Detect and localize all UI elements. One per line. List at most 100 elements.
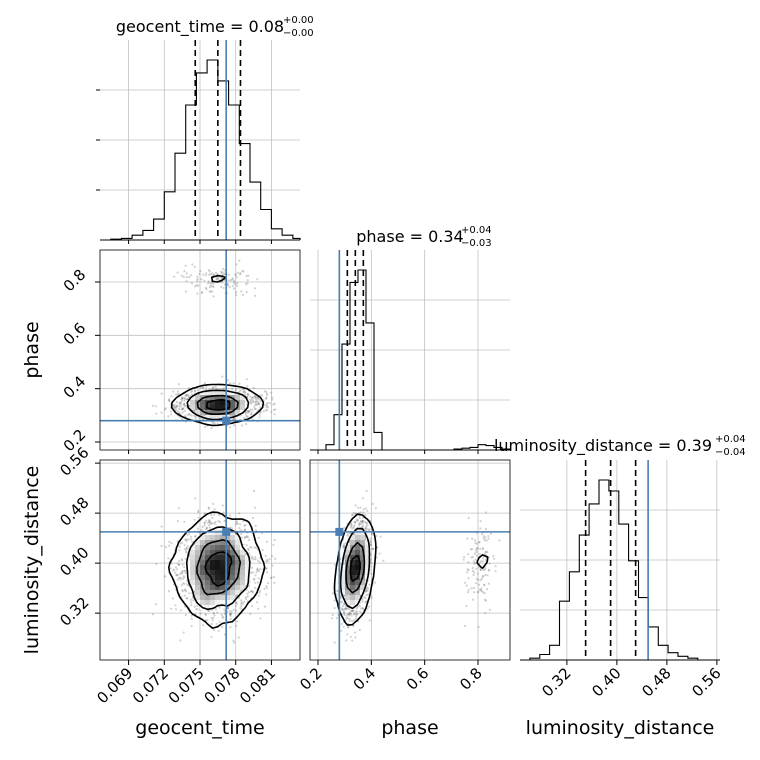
density-cell [210,560,215,565]
sample-point [155,562,158,565]
density-cell [195,580,200,585]
sample-point [189,413,192,416]
sample-point [218,513,221,517]
sample-point [183,270,186,273]
sample-point [193,390,197,393]
density-cell [355,590,360,595]
sample-point [184,538,187,541]
sample-point [241,388,244,391]
sample-point [487,569,490,572]
sample-point [475,542,478,545]
sample-point [246,393,249,396]
sample-point [351,513,354,516]
sample-point [229,414,232,417]
sample-point [340,622,343,626]
density-cell [220,410,225,415]
sample-point [262,410,265,413]
sample-point [253,396,256,399]
sample-point [160,411,163,414]
sample-point [254,581,257,584]
sample-point [350,609,354,612]
sample-point [349,523,352,526]
density-cell [360,580,365,585]
sample-point [211,502,215,505]
x-tick-label: 0.081 [236,664,279,707]
sample-point [475,550,478,554]
sample-point [221,504,224,507]
sample-point [220,277,223,280]
sample-point [250,411,253,414]
sample-point [257,607,260,610]
sample-point [479,519,482,523]
sample-point [359,506,362,509]
sample-point [368,528,371,531]
sample-point [261,548,264,552]
density-cell [195,575,200,580]
sample-point [370,533,374,536]
sample-point [211,517,214,520]
density-cell [220,395,225,400]
sample-point [475,577,478,581]
hist-luminosity_distance [520,479,720,661]
sample-point [183,402,186,405]
sample-point [168,544,171,547]
sample-point [343,542,346,545]
sample-point [180,396,183,399]
density-cell [340,585,345,590]
sample-point [221,267,225,271]
sample-point [267,582,270,585]
density-cell [205,390,210,395]
sample-point [266,558,269,561]
sample-point [186,597,189,600]
sample-point [351,514,354,517]
sample-point [205,385,208,388]
sample-point [352,619,355,622]
density-cell [200,595,205,600]
density-cell [345,555,350,560]
density-cell [230,550,235,555]
sample-point [254,395,257,398]
sample-point [378,552,381,555]
sample-point [330,617,333,620]
density-cell [230,570,235,575]
sample-point [183,396,186,400]
contour-line [206,398,231,411]
sample-point [178,549,181,552]
sample-point [196,604,199,608]
sample-point [264,554,267,558]
sample-point [476,546,479,550]
sample-point [155,412,158,415]
sample-point [210,622,213,626]
sample-point [245,535,248,538]
sample-point [222,273,225,276]
sample-point [229,612,232,616]
sample-point [365,600,368,603]
density-cell [190,395,195,400]
sample-point [244,597,247,601]
sample-point [240,536,243,539]
sample-point [250,413,253,416]
sample-point [205,526,209,530]
sample-point [365,586,368,589]
panel-frame [309,459,511,661]
sample-point [236,620,239,623]
density-cell [230,555,235,560]
sample-point [209,520,212,523]
sample-point [358,522,361,525]
truth-marker [222,416,231,425]
sample-point [232,287,236,290]
sample-point [250,413,253,416]
sample-point [208,526,211,529]
sample-point [245,378,248,381]
sample-point [349,612,352,615]
density-cell [240,580,245,585]
sample-point [179,402,182,405]
sample-point [233,418,236,421]
sample-point [483,598,486,601]
sample-point [179,542,182,545]
sample-point [188,413,191,416]
density-cell [345,570,350,575]
sample-point [227,273,230,276]
density-cell [225,595,230,600]
sample-point [346,533,349,536]
